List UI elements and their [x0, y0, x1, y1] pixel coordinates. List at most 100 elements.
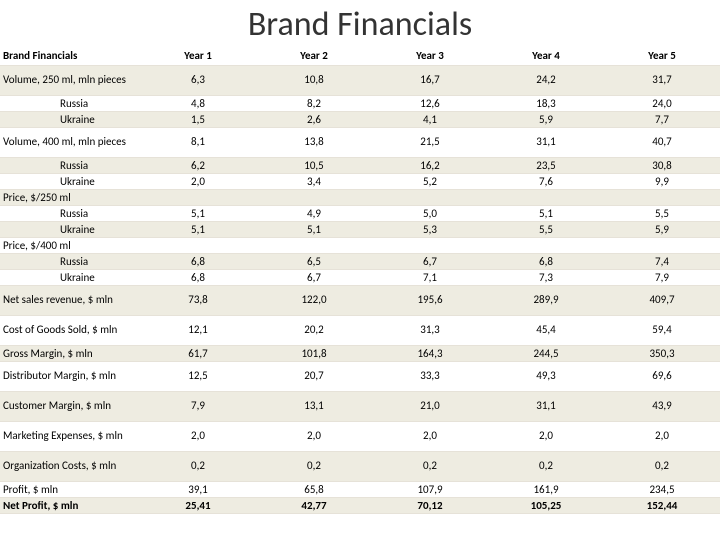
cell-value: 24,2 — [488, 65, 604, 95]
table-row: Volume, 250 ml, mln pieces6,310,816,724,… — [0, 65, 720, 95]
cell-value: 5,2 — [372, 173, 488, 189]
row-label: Organization Costs, $ mln — [0, 451, 140, 481]
cell-value: 73,8 — [140, 285, 256, 315]
cell-value: 350,3 — [604, 345, 720, 361]
table-row: Russia6,210,516,223,530,8 — [0, 157, 720, 173]
cell-value: 10,8 — [256, 65, 372, 95]
table-row: Distributor Margin, $ mln12,520,733,349,… — [0, 361, 720, 391]
cell-value: 7,9 — [140, 391, 256, 421]
cell-value: 101,8 — [256, 345, 372, 361]
cell-value: 0,2 — [604, 451, 720, 481]
cell-value — [488, 189, 604, 205]
table-row: Cost of Goods Sold, $ mln12,120,231,345,… — [0, 315, 720, 345]
cell-value: 0,2 — [372, 451, 488, 481]
col-header-year2: Year 2 — [256, 47, 372, 65]
cell-value — [488, 237, 604, 253]
cell-value: 234,5 — [604, 481, 720, 497]
col-header-year4: Year 4 — [488, 47, 604, 65]
cell-value: 2,0 — [140, 421, 256, 451]
cell-value: 152,44 — [604, 497, 720, 513]
row-label: Ukraine — [0, 111, 140, 127]
cell-value — [256, 189, 372, 205]
cell-value: 5,1 — [488, 205, 604, 221]
table-row: Russia4,88,212,618,324,0 — [0, 95, 720, 111]
cell-value: 16,7 — [372, 65, 488, 95]
cell-value: 6,8 — [140, 253, 256, 269]
table-row: Ukraine2,03,45,27,69,9 — [0, 173, 720, 189]
table-row: Net Profit, $ mln25,4142,7770,12105,2515… — [0, 497, 720, 513]
table-row: Ukraine6,86,77,17,37,9 — [0, 269, 720, 285]
cell-value: 6,8 — [488, 253, 604, 269]
cell-value: 2,0 — [372, 421, 488, 451]
row-label: Ukraine — [0, 173, 140, 189]
cell-value: 39,1 — [140, 481, 256, 497]
cell-value: 122,0 — [256, 285, 372, 315]
cell-value: 2,0 — [140, 173, 256, 189]
cell-value: 289,9 — [488, 285, 604, 315]
row-label: Net Profit, $ mln — [0, 497, 140, 513]
cell-value — [140, 237, 256, 253]
cell-value: 5,3 — [372, 221, 488, 237]
row-label: Volume, 400 ml, mln pieces — [0, 127, 140, 157]
cell-value: 20,2 — [256, 315, 372, 345]
col-header-year5: Year 5 — [604, 47, 720, 65]
table-row: Organization Costs, $ mln0,20,20,20,20,2 — [0, 451, 720, 481]
cell-value: 13,1 — [256, 391, 372, 421]
cell-value: 5,1 — [140, 221, 256, 237]
cell-value: 161,9 — [488, 481, 604, 497]
cell-value: 12,5 — [140, 361, 256, 391]
cell-value: 70,12 — [372, 497, 488, 513]
cell-value: 65,8 — [256, 481, 372, 497]
cell-value: 4,8 — [140, 95, 256, 111]
cell-value: 2,0 — [604, 421, 720, 451]
cell-value: 21,5 — [372, 127, 488, 157]
cell-value — [372, 189, 488, 205]
cell-value: 20,7 — [256, 361, 372, 391]
cell-value: 5,9 — [488, 111, 604, 127]
cell-value: 7,1 — [372, 269, 488, 285]
cell-value: 5,5 — [488, 221, 604, 237]
cell-value: 7,6 — [488, 173, 604, 189]
cell-value: 0,2 — [488, 451, 604, 481]
cell-value: 33,3 — [372, 361, 488, 391]
cell-value: 5,1 — [140, 205, 256, 221]
table-row: Marketing Expenses, $ mln2,02,02,02,02,0 — [0, 421, 720, 451]
row-label: Cost of Goods Sold, $ mln — [0, 315, 140, 345]
table-row: Volume, 400 ml, mln pieces8,113,821,531,… — [0, 127, 720, 157]
cell-value: 31,3 — [372, 315, 488, 345]
cell-value: 23,5 — [488, 157, 604, 173]
cell-value: 6,2 — [140, 157, 256, 173]
table-row: Russia5,14,95,05,15,5 — [0, 205, 720, 221]
row-label: Russia — [0, 95, 140, 111]
cell-value: 6,8 — [140, 269, 256, 285]
row-label: Gross Margin, $ mln — [0, 345, 140, 361]
cell-value: 7,9 — [604, 269, 720, 285]
cell-value: 59,4 — [604, 315, 720, 345]
cell-value: 2,0 — [488, 421, 604, 451]
row-label: Russia — [0, 253, 140, 269]
cell-value: 6,3 — [140, 65, 256, 95]
cell-value: 12,1 — [140, 315, 256, 345]
cell-value: 8,2 — [256, 95, 372, 111]
table-row: Ukraine1,52,64,15,97,7 — [0, 111, 720, 127]
cell-value: 43,9 — [604, 391, 720, 421]
table-row: Gross Margin, $ mln61,7101,8164,3244,535… — [0, 345, 720, 361]
row-label: Price, $/400 ml — [0, 237, 140, 253]
cell-value: 2,6 — [256, 111, 372, 127]
page-title: Brand Financials — [0, 0, 720, 47]
cell-value: 6,7 — [372, 253, 488, 269]
cell-value: 69,6 — [604, 361, 720, 391]
table-header-row: Brand Financials Year 1 Year 2 Year 3 Ye… — [0, 47, 720, 65]
cell-value: 105,25 — [488, 497, 604, 513]
cell-value: 12,6 — [372, 95, 488, 111]
cell-value — [604, 189, 720, 205]
row-label: Distributor Margin, $ mln — [0, 361, 140, 391]
cell-value: 7,4 — [604, 253, 720, 269]
table-row: Russia6,86,56,76,87,4 — [0, 253, 720, 269]
row-label: Ukraine — [0, 269, 140, 285]
cell-value: 49,3 — [488, 361, 604, 391]
cell-value: 107,9 — [372, 481, 488, 497]
col-header-label: Brand Financials — [0, 47, 140, 65]
table-row: Customer Margin, $ mln7,913,121,031,143,… — [0, 391, 720, 421]
cell-value: 42,77 — [256, 497, 372, 513]
